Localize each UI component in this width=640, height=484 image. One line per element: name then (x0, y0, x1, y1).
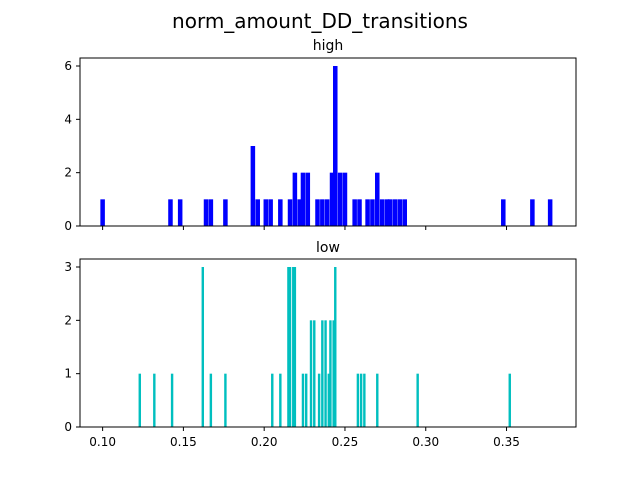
histogram-bar (297, 199, 302, 226)
x-tick-label: 0.30 (412, 435, 439, 449)
histogram-bar (309, 320, 313, 427)
y-tick-label: 0 (64, 420, 72, 434)
histogram-bar (508, 373, 511, 427)
histogram-bar (201, 267, 204, 427)
histogram-bar (501, 199, 506, 226)
histogram-bar (329, 172, 335, 226)
histogram-bar (288, 267, 292, 427)
histogram-bar (153, 373, 156, 427)
x-tick-label: 0.20 (251, 435, 278, 449)
histogram-bar (287, 199, 293, 226)
histogram-bar (363, 373, 366, 427)
histogram-bar (530, 199, 535, 226)
y-tick-label: 2 (64, 166, 72, 180)
histogram-bar (209, 373, 213, 427)
histogram-bar (203, 199, 209, 226)
histogram-bar (359, 373, 363, 427)
x-tick-label: 0.25 (332, 435, 359, 449)
histogram-bar (301, 373, 305, 427)
histogram-bar (356, 373, 360, 427)
histogram-bar (416, 373, 419, 427)
histogram-bar (170, 373, 174, 427)
histogram-bar (315, 199, 320, 226)
histogram-bar (321, 320, 324, 427)
histogram-bar (352, 199, 357, 226)
histogram-bar (327, 373, 331, 427)
figure-title: norm_amount_DD_transitions (172, 9, 468, 33)
histogram-bar (255, 199, 260, 226)
histogram-bar (305, 172, 311, 226)
histogram-bar (397, 199, 403, 226)
subplot-title-low: low (316, 240, 340, 256)
histogram-bar (384, 199, 390, 226)
histogram-bar (292, 267, 295, 427)
histogram-bar (547, 199, 553, 226)
y-tick-label: 2 (64, 313, 72, 327)
histogram-bar (357, 199, 362, 226)
histogram-bar (317, 373, 321, 427)
histogram-bar (300, 172, 306, 226)
x-tick-label: 0.15 (170, 435, 197, 449)
histogram-bar (224, 373, 227, 427)
histogram-bar (376, 373, 379, 427)
y-tick-label: 4 (64, 112, 72, 126)
histogram-bar (370, 199, 375, 226)
histogram-bar (313, 320, 316, 427)
histogram-bar (379, 199, 385, 226)
histogram-bar (342, 172, 348, 226)
histogram-bar (333, 66, 338, 226)
subplot-high: 0 2 4 6 (64, 57, 577, 233)
y-tick-label: 1 (64, 367, 72, 381)
histogram-bar (392, 199, 398, 226)
axes-frame (79, 258, 577, 428)
histogram-bar (278, 199, 283, 226)
histogram-bar (292, 172, 298, 226)
histogram-bar (320, 199, 325, 226)
histogram-bar (250, 146, 256, 226)
histogram-bar (293, 267, 297, 427)
histogram-bar (402, 199, 407, 226)
histogram-bar (304, 373, 308, 427)
histogram-bar (324, 320, 327, 427)
histogram-bar (223, 199, 228, 226)
histogram-bar (263, 199, 269, 226)
histogram-bar (138, 373, 141, 427)
axes-frame (79, 57, 577, 227)
x-tick-label: 0.35 (493, 435, 520, 449)
histogram-bar (100, 199, 105, 226)
subplot-low: 0 1 2 3 0.10 0.15 0.20 0.25 0.30 0.35 (64, 258, 577, 449)
histogram-bar (334, 267, 337, 427)
histogram-bar (329, 320, 332, 427)
y-tick-label: 6 (64, 59, 72, 73)
histogram-bar (208, 199, 214, 226)
histogram-bar (387, 199, 393, 226)
histogram-bar (287, 267, 290, 427)
x-tick-label: 0.10 (89, 435, 116, 449)
histogram-bar (271, 373, 274, 427)
subplot-title-high: high (313, 38, 344, 54)
histogram-bar (268, 199, 273, 226)
y-tick-label: 3 (64, 260, 72, 274)
histogram-bar (177, 199, 183, 226)
histogram-bar (324, 199, 330, 226)
histogram-bar (279, 373, 282, 427)
histogram-bar (337, 172, 343, 226)
y-tick-label: 0 (64, 219, 72, 233)
histogram-bar (375, 172, 380, 226)
histogram-bar (332, 320, 335, 427)
histogram-bar (365, 199, 370, 226)
histogram-bar (168, 199, 173, 226)
